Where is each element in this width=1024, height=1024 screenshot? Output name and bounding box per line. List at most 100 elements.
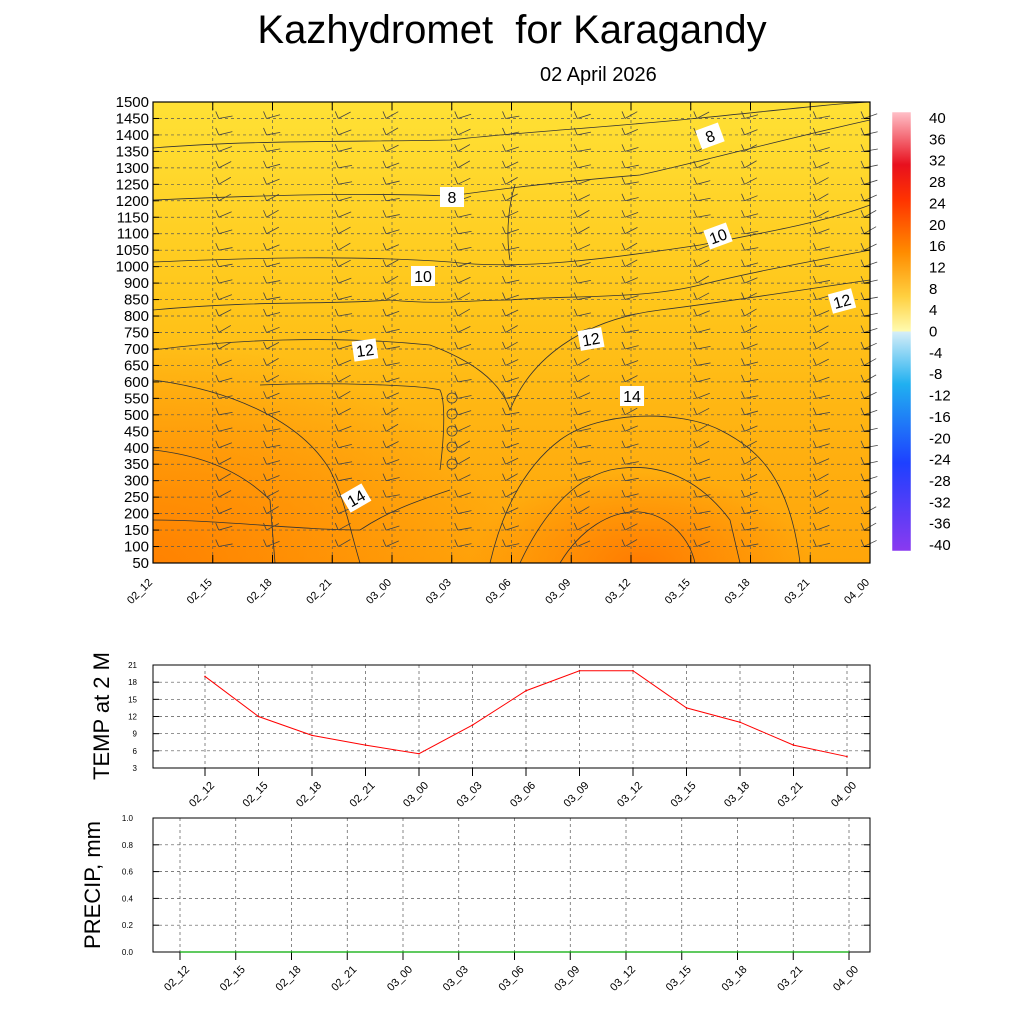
contour-label-text: 12	[581, 331, 602, 351]
contour-label-text: 8	[448, 190, 457, 207]
wind-barb	[816, 358, 829, 366]
wind-barb	[457, 177, 471, 185]
colorbar-tick-label: -24	[929, 452, 951, 469]
wind-barb	[338, 390, 351, 399]
wind-barb	[334, 177, 339, 185]
wind-barb	[334, 539, 339, 547]
wind-barb	[696, 197, 711, 202]
wind-barb	[218, 263, 233, 268]
colorbar-tick-label: -20	[929, 430, 951, 447]
contour-line	[559, 511, 696, 564]
wind-barb	[744, 395, 759, 399]
colorbar-tick-label: 20	[929, 217, 946, 234]
wind-barb	[860, 210, 865, 218]
y-tick-label: 1500	[116, 94, 149, 111]
x-tick-label: 03_12	[603, 577, 633, 607]
wind-barb	[860, 522, 865, 531]
wind-barb	[624, 329, 639, 333]
wind-barb	[266, 148, 281, 152]
wind-barb	[334, 210, 339, 218]
wind-barb	[860, 177, 865, 185]
wind-barb	[215, 275, 220, 284]
wind-barb	[382, 522, 387, 531]
y-tick-label: 450	[124, 423, 149, 440]
wind-barb	[385, 525, 400, 531]
contour-label: 14	[620, 386, 644, 406]
colorbar-tick-label: -12	[929, 388, 951, 405]
wind-barb	[338, 129, 352, 136]
wind-barb	[502, 210, 506, 218]
wind-barb	[816, 280, 831, 284]
contour-label-box	[827, 288, 857, 314]
contour-label-box	[695, 122, 725, 150]
wind-barb	[693, 506, 698, 514]
wind-barb	[218, 427, 233, 432]
wind-barb	[382, 144, 387, 152]
wind-barb	[577, 392, 591, 399]
wind-barb	[693, 457, 698, 465]
contour-label: 12	[351, 338, 379, 362]
wind-barb	[266, 523, 280, 531]
wind-barb	[860, 325, 865, 333]
wind-barb	[505, 263, 520, 268]
wind-barb	[744, 379, 759, 383]
wind-barb	[266, 178, 280, 185]
wind-barb	[624, 523, 638, 531]
wind-barb	[696, 377, 711, 383]
wind-barb	[816, 394, 830, 399]
temp-x-tick-label: 02_21	[348, 780, 378, 810]
wind-barb	[454, 325, 459, 333]
temp-point	[846, 755, 848, 758]
wind-barb	[385, 377, 400, 383]
wind-barb	[816, 210, 829, 218]
wind-barb	[338, 408, 351, 416]
x-tick-label: 03_06	[484, 577, 514, 607]
wind-barb	[334, 358, 339, 366]
wind-barb	[621, 374, 626, 383]
wind-barb	[812, 111, 817, 119]
wind-barb	[218, 507, 232, 514]
precip-x-tick-label: 03_21	[775, 964, 805, 994]
wind-barb	[744, 114, 759, 119]
y-tick-label: 650	[124, 357, 149, 374]
heatmap-warm-region	[470, 382, 810, 563]
wind-barb	[457, 308, 471, 317]
colorbar-tick-label: 36	[929, 131, 946, 148]
wind-barb	[624, 461, 639, 465]
wind-barb	[577, 506, 590, 514]
wind-barb	[215, 473, 220, 481]
y-tick-label: 250	[124, 489, 149, 506]
wind-barb	[744, 262, 759, 268]
wind-barb	[693, 226, 698, 234]
wind-barb	[338, 461, 353, 465]
wind-barb	[454, 144, 459, 152]
wind-barb	[263, 341, 267, 350]
x-tick-label: 02_15	[185, 577, 215, 607]
wind-barb	[338, 259, 351, 267]
wind-barb	[573, 391, 578, 399]
temp-y-tick-label: 6	[133, 747, 138, 756]
wind-barb	[382, 440, 387, 448]
precip-y-tick-label: 0.2	[122, 921, 134, 930]
wind-barb	[621, 292, 626, 300]
wind-barb	[263, 210, 267, 218]
wind-barb	[215, 292, 220, 300]
contour-label-text: 14	[345, 487, 369, 511]
precip-x-tick-label: 02_18	[274, 964, 304, 994]
wind-barb	[266, 163, 281, 169]
wind-barb	[382, 391, 387, 399]
wind-barb	[218, 525, 233, 531]
wind-barb	[385, 540, 399, 547]
wind-barb	[385, 144, 399, 152]
wind-barb	[382, 308, 387, 317]
y-tick-label: 1350	[116, 143, 149, 160]
wind-barb	[382, 275, 387, 284]
wind-barb	[744, 213, 759, 218]
wind-barb	[215, 457, 220, 465]
y-tick-label: 800	[124, 308, 149, 325]
wind-barb	[505, 473, 518, 482]
x-tick-label: 02_18	[245, 577, 275, 607]
wind-barb	[218, 411, 233, 416]
wind-barb	[696, 180, 711, 185]
wind-barb	[573, 358, 578, 366]
